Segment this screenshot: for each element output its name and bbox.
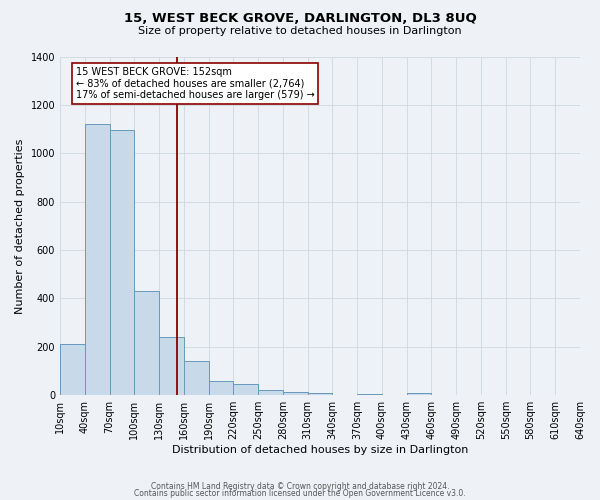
Bar	[85, 124, 110, 395]
Bar	[110, 130, 134, 395]
Text: Contains public sector information licensed under the Open Government Licence v3: Contains public sector information licen…	[134, 490, 466, 498]
X-axis label: Distribution of detached houses by size in Darlington: Distribution of detached houses by size …	[172, 445, 468, 455]
Bar	[233, 384, 258, 395]
Bar	[60, 344, 85, 395]
Text: Size of property relative to detached houses in Darlington: Size of property relative to detached ho…	[138, 26, 462, 36]
Text: 15 WEST BECK GROVE: 152sqm
← 83% of detached houses are smaller (2,764)
17% of s: 15 WEST BECK GROVE: 152sqm ← 83% of deta…	[76, 66, 314, 100]
Bar	[209, 380, 233, 395]
Y-axis label: Number of detached properties: Number of detached properties	[15, 138, 25, 314]
Bar	[308, 393, 332, 395]
Bar	[134, 291, 159, 395]
Bar	[159, 337, 184, 395]
Text: 15, WEST BECK GROVE, DARLINGTON, DL3 8UQ: 15, WEST BECK GROVE, DARLINGTON, DL3 8UQ	[124, 12, 476, 26]
Text: Contains HM Land Registry data © Crown copyright and database right 2024.: Contains HM Land Registry data © Crown c…	[151, 482, 449, 491]
Bar	[283, 392, 308, 395]
Bar	[184, 362, 209, 395]
Bar	[258, 390, 283, 395]
Bar	[407, 393, 431, 395]
Bar	[357, 394, 382, 395]
